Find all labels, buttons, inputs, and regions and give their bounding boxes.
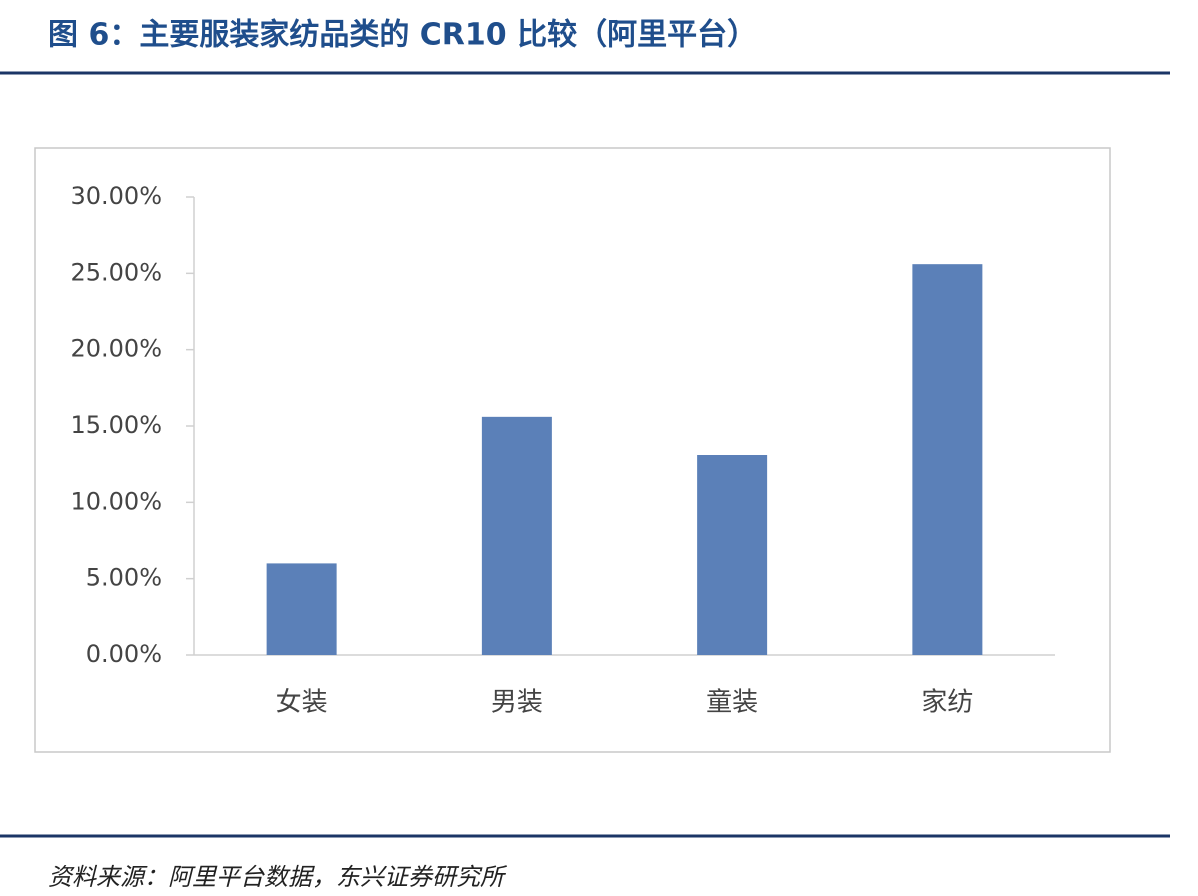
y-tick-label: 30.00% [70, 182, 162, 210]
y-tick-label: 10.00% [70, 487, 162, 515]
bar [697, 455, 768, 655]
x-tick-label: 家纺 [921, 688, 973, 718]
bar [266, 563, 337, 655]
bar [481, 416, 552, 655]
y-tick-label: 0.00% [86, 640, 162, 668]
bar [912, 264, 983, 655]
x-tick-label: 男装 [491, 688, 543, 718]
y-tick-label: 15.00% [70, 411, 162, 439]
y-tick-label: 20.00% [70, 335, 162, 363]
x-tick-label: 童装 [706, 688, 758, 718]
y-tick-label: 5.00% [86, 564, 162, 592]
chart-frame [34, 147, 1111, 753]
x-tick-label: 女装 [276, 688, 328, 718]
source-note: 资料来源：阿里平台数据，东兴证券研究所 [48, 863, 508, 891]
chart-title: 图 6：主要服装家纺品类的 CR10 比较（阿里平台） [48, 18, 757, 53]
y-tick-label: 25.00% [70, 258, 162, 286]
